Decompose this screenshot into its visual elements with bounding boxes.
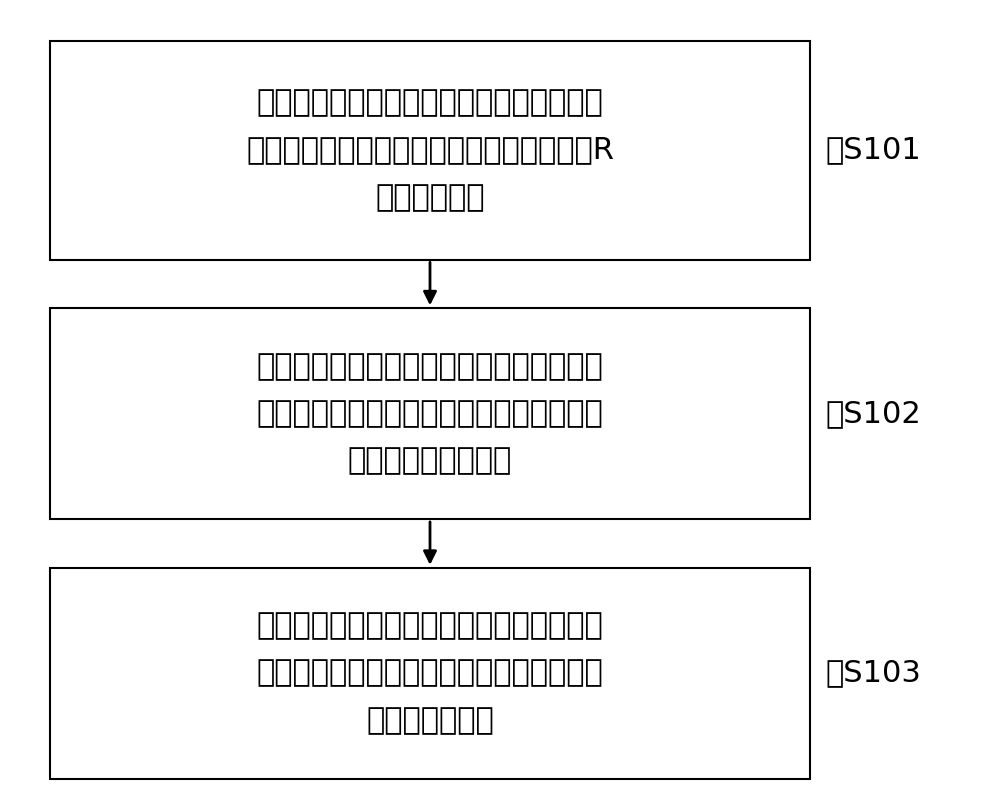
- Text: ～S101: ～S101: [825, 135, 921, 165]
- Text: 从心电图信号中确定至少一组目标心电数据
，其中，每一组目标心电数据均为相邻两个R
峰之间的数据: 从心电图信号中确定至少一组目标心电数据 ，其中，每一组目标心电数据均为相邻两个R…: [246, 88, 614, 212]
- Bar: [50, 41, 810, 260]
- Bar: [50, 568, 810, 779]
- Text: 基于与参考心率对应的一组参考心电数据，
调整每一组目标心电数据，得到调整后的至
少一组目标心电数据: 基于与参考心率对应的一组参考心电数据， 调整每一组目标心电数据，得到调整后的至 …: [257, 352, 603, 475]
- Text: ～S102: ～S102: [825, 399, 921, 428]
- Bar: [50, 308, 810, 519]
- Text: 基于调整后的至少一组目标心电数据与预设
的目标身份的一组参考心电数据，识别该心
电图信号的身份: 基于调整后的至少一组目标心电数据与预设 的目标身份的一组参考心电数据，识别该心 …: [257, 611, 603, 735]
- Text: ～S103: ～S103: [825, 659, 921, 688]
